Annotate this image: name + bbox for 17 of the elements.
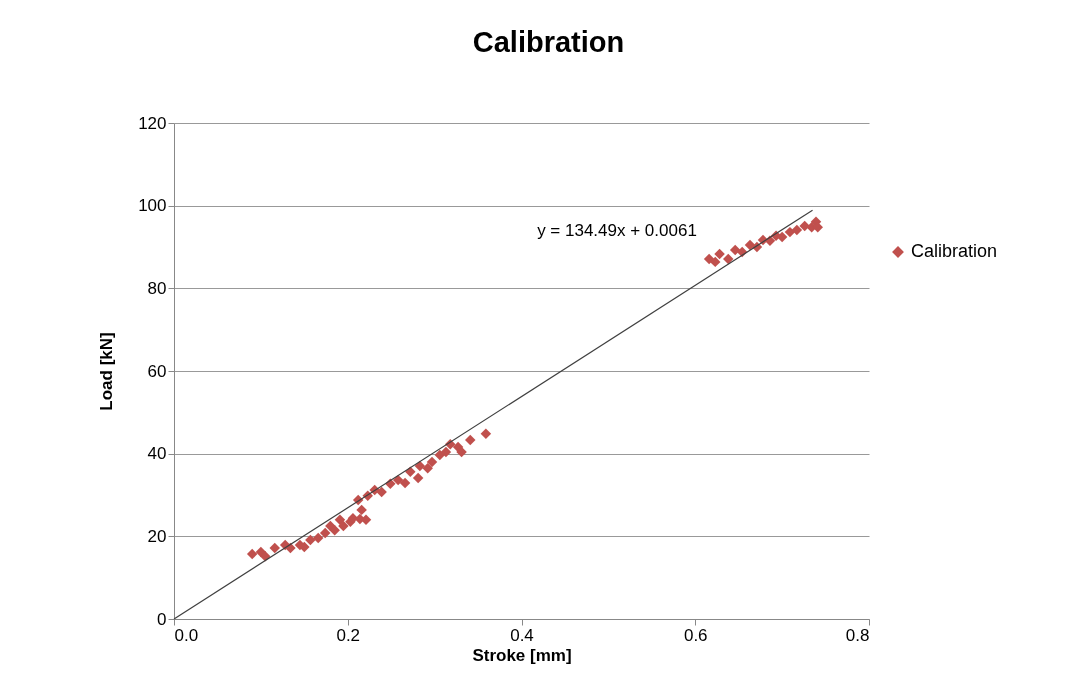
x-tick-label: 0.8 [845, 625, 870, 645]
legend-label: Calibration [911, 241, 998, 261]
y-tick-label: 120 [138, 113, 167, 133]
y-tick-label: 0 [157, 609, 167, 629]
y-tick-label: 60 [147, 361, 167, 381]
x-tick-label: 0.0 [174, 625, 199, 645]
x-axis-title: Stroke [mm] [472, 645, 572, 665]
y-tick-label: 40 [147, 444, 167, 464]
annotation: y = 134.49x + 0.0061 [537, 221, 697, 240]
y-tick-label: 80 [147, 278, 167, 298]
y-tick-label: 100 [138, 196, 167, 216]
chart-title: Calibration [472, 26, 625, 58]
x-tick-label: 0.2 [336, 625, 361, 645]
x-tick-label: 0.6 [683, 625, 708, 645]
y-axis-title: Load [kN] [97, 332, 117, 411]
y-tick-label: 20 [147, 526, 167, 546]
x-tick-label: 0.4 [510, 625, 534, 645]
